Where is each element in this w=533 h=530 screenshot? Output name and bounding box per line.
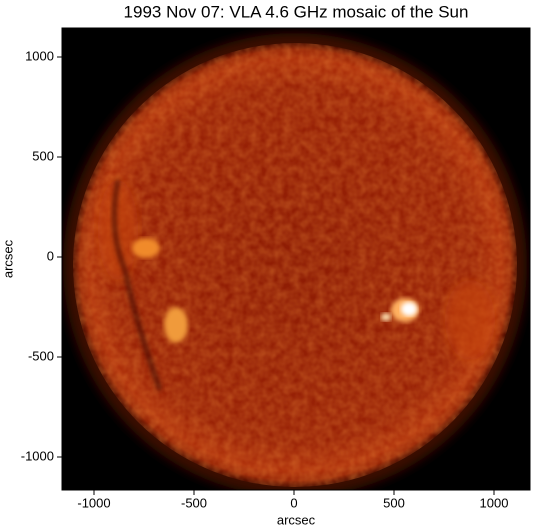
x-tick-label: 1000 — [480, 495, 509, 510]
active-region-core — [401, 302, 417, 316]
chart-title: 1993 Nov 07: VLA 4.6 GHz mosaic of the S… — [124, 2, 469, 21]
y-tick-label: 500 — [32, 148, 54, 163]
x-tick-label: 500 — [383, 495, 405, 510]
x-axis-label: arcsec — [277, 512, 316, 527]
y-tick-label: 1000 — [25, 48, 54, 63]
bright-region — [98, 180, 138, 280]
y-tick-label: -500 — [28, 348, 54, 363]
y-axis-label: arcsec — [0, 239, 15, 278]
disc-texture — [73, 43, 517, 487]
x-tick-label: -500 — [181, 495, 207, 510]
y-tick-label: -1000 — [21, 448, 54, 463]
active-region — [132, 238, 160, 258]
x-tick-label: 0 — [290, 495, 297, 510]
x-tick-label: -1000 — [77, 495, 110, 510]
plot-frame — [61, 27, 531, 491]
active-region-core — [381, 313, 391, 321]
sun-image — [62, 28, 530, 490]
active-region — [164, 307, 188, 343]
filament — [112, 179, 162, 391]
y-tick-label: 0 — [47, 248, 54, 263]
bright-region — [445, 280, 495, 360]
